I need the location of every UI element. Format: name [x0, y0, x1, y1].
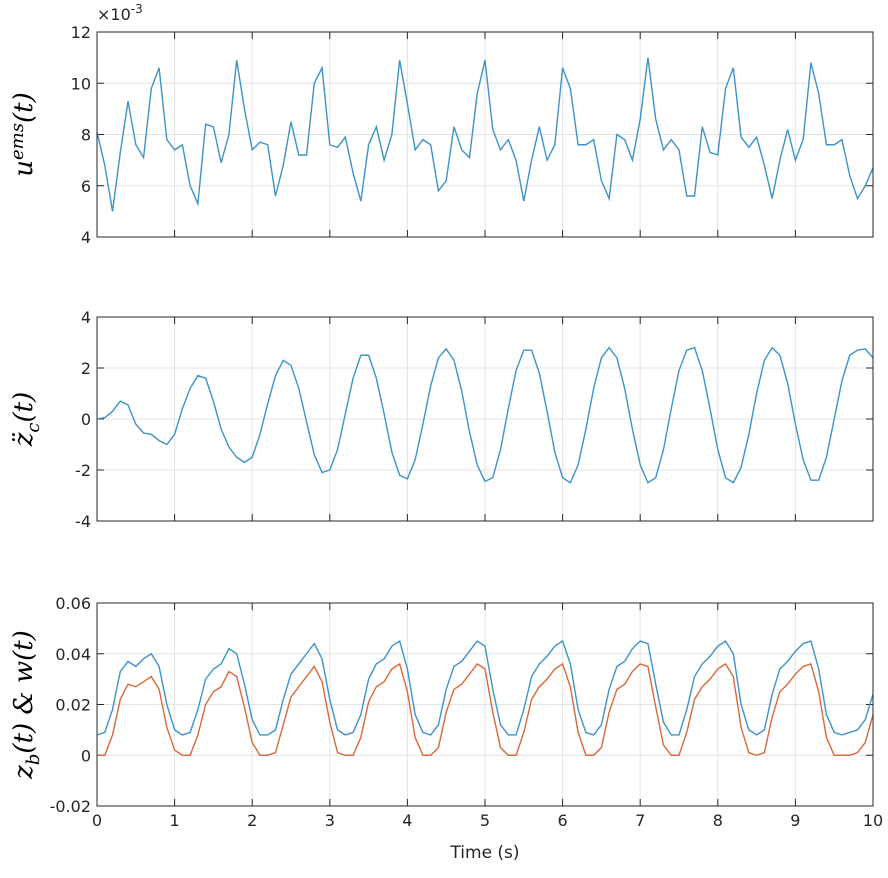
- y-tick-label: 0: [81, 410, 91, 429]
- x-tick-label: 1: [170, 811, 180, 830]
- y-label-part: ems: [7, 123, 28, 160]
- data-line: [96, 57, 874, 212]
- x-tick-label: 0: [92, 811, 102, 830]
- y-label-part: (t): [9, 392, 39, 423]
- data-line: [96, 346, 874, 484]
- y-label-part: c: [23, 422, 44, 432]
- y-tick-label: -2: [75, 461, 91, 480]
- y-tick-label: 2: [81, 359, 91, 378]
- y-axis-label: uems(t): [7, 92, 39, 176]
- y-tick-label: 6: [81, 177, 91, 196]
- y-tick-label: -0.02: [50, 797, 91, 816]
- y-label-part: z: [9, 765, 39, 780]
- y-tick-label: 0: [81, 746, 91, 765]
- exponent-base: ×10: [97, 5, 131, 24]
- exponent-power: -3: [131, 2, 143, 16]
- x-tick-label: 10: [863, 811, 883, 830]
- axes-box: [96, 602, 874, 807]
- y-axis-label: zb(t) & w(t): [9, 630, 44, 780]
- y-tick-label: 8: [81, 126, 91, 145]
- exponent-label: ×10-3: [97, 2, 143, 24]
- x-tick-label: 6: [558, 811, 568, 830]
- y-tick-label: 0.04: [55, 645, 91, 664]
- y-label-part: u: [9, 160, 39, 177]
- x-axis-label: Time (s): [449, 843, 519, 863]
- y-label-part: b: [23, 754, 44, 766]
- data-line: [96, 639, 874, 736]
- x-tick-label: 3: [325, 811, 335, 830]
- y-label-part: z̈: [9, 432, 39, 447]
- x-tick-label: 5: [480, 811, 490, 830]
- y-tick-label: 0.02: [55, 696, 91, 715]
- y-tick-label: 10: [71, 74, 91, 93]
- x-tick-label: 9: [790, 811, 800, 830]
- y-tick-label: 4: [81, 228, 91, 247]
- x-tick-label: 7: [635, 811, 645, 830]
- y-tick-label: 12: [71, 23, 91, 42]
- y-tick-label: 4: [81, 308, 91, 327]
- y-tick-label: -4: [75, 512, 91, 531]
- y-axis-label: z̈c(t): [9, 392, 44, 448]
- y-label-part: (t): [9, 92, 39, 123]
- data-line: [97, 662, 874, 756]
- x-tick-label: 4: [402, 811, 412, 830]
- x-tick-label: 8: [713, 811, 723, 830]
- axes-box: [96, 31, 874, 238]
- x-tick-label: 2: [247, 811, 257, 830]
- axes-box: [96, 316, 874, 522]
- y-label-part: (t) & w(t): [9, 630, 39, 753]
- y-tick-label: 0.06: [55, 594, 91, 613]
